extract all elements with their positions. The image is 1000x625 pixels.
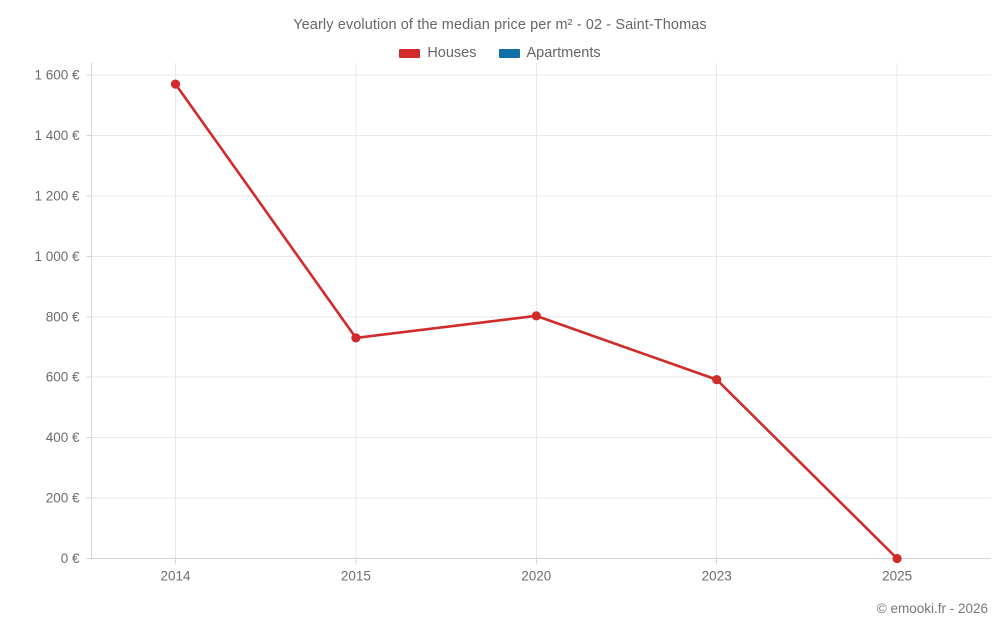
x-axis-tick-label: 2023 [702,569,732,584]
legend-item-houses[interactable]: Houses [399,45,477,61]
copyright-credit: © emooki.fr - 2026 [876,601,988,616]
x-axis-tick-label: 2014 [160,569,191,584]
y-axis-tick-label: 0 € [61,551,80,566]
legend-item-apartments[interactable]: Apartments [498,45,601,61]
x-axis-tick-label: 2015 [341,569,371,584]
legend-swatch-icon [399,48,421,58]
chart-title: Yearly evolution of the median price per… [293,17,707,33]
y-axis-tick-label: 200 € [46,491,80,506]
x-axis-tick-label: 2025 [882,569,912,584]
data-point-marker[interactable] [351,333,361,343]
data-point-marker[interactable] [531,311,541,321]
y-axis-tick-label: 1 200 € [34,188,80,203]
x-axis-tick-label: 2020 [521,569,551,584]
data-point-marker[interactable] [892,553,902,564]
legend-label: Houses [427,45,477,61]
x-axis-ticks: 2014 2015 2020 2023 2025 [160,63,912,584]
y-axis-tick-label: 1 000 € [34,249,80,264]
y-axis-ticks: 0 € 200 € 400 € 600 € 800 € 1 000 € 1 200 € 1 4… [34,68,92,566]
y-axis-tick-label: 600 € [46,370,80,385]
y-axis-tick-label: 1 600 € [34,68,80,83]
legend-swatch-icon [498,48,520,58]
plot-area: 0 € 200 € 400 € 600 € 800 € 1 000 € 1 200 € 1 4… [34,63,991,584]
y-axis-tick-label: 800 € [46,309,80,324]
chart-legend: Houses Apartments [0,45,1000,61]
y-axis-tick-label: 400 € [46,430,80,445]
data-point-marker[interactable] [712,375,722,385]
y-axis-tick-label: 1 400 € [34,128,80,143]
legend-label: Apartments [526,45,601,61]
data-point-marker[interactable] [170,79,181,89]
data-series [170,79,902,564]
